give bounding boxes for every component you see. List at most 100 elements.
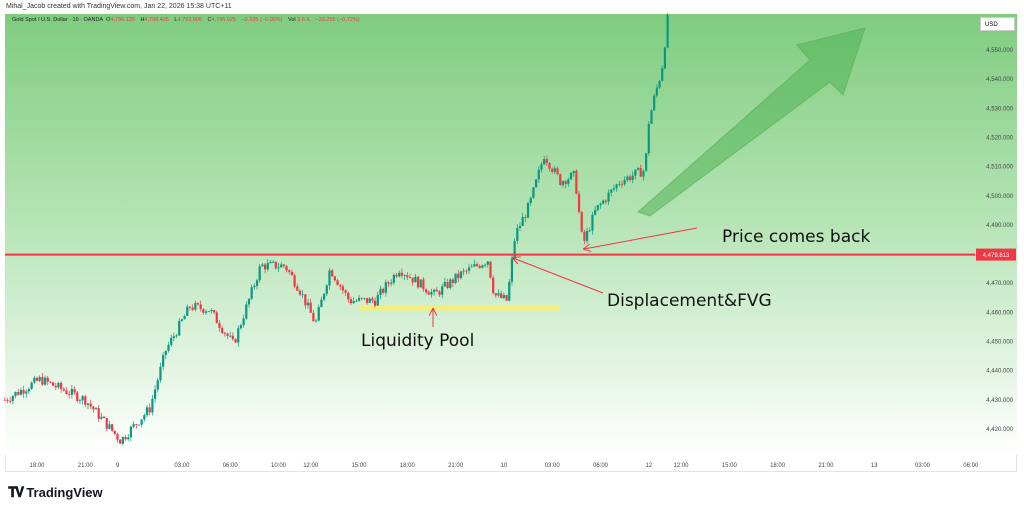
candle-down	[17, 392, 20, 395]
candle-down	[309, 302, 312, 313]
candle-up	[57, 383, 60, 388]
tradingview-logo[interactable]: 𝐓𝐕 TradingView	[8, 484, 103, 501]
candle-up	[25, 391, 28, 394]
candle-down	[620, 183, 624, 185]
candle-down	[199, 304, 202, 309]
candle-up	[317, 307, 320, 321]
candle-up	[272, 261, 275, 263]
candle-down	[411, 277, 414, 283]
candle-down	[296, 286, 299, 291]
candle-up	[239, 325, 243, 329]
candle-down	[580, 211, 583, 232]
candle-down	[583, 231, 586, 241]
candle-down	[500, 293, 503, 299]
x-tick-label: 06:00	[593, 463, 609, 469]
candle-up	[610, 189, 613, 193]
candle-up	[508, 281, 511, 301]
candle-down	[116, 433, 119, 440]
candle-down	[105, 418, 108, 429]
candle-up	[462, 270, 465, 272]
candle-up	[486, 261, 489, 265]
currency-button[interactable]: USD	[980, 17, 1015, 31]
candle-down	[575, 170, 578, 194]
candle-down	[226, 333, 229, 336]
candle-up	[170, 337, 173, 345]
candle-down	[285, 266, 288, 271]
candle-up	[70, 388, 73, 395]
candle-up	[497, 293, 500, 296]
candle-down	[336, 280, 339, 286]
candle-down	[564, 181, 567, 185]
candle-up	[255, 280, 259, 286]
x-tick-label: 13	[871, 463, 878, 469]
candle-up	[398, 272, 401, 277]
candle-down	[333, 276, 336, 281]
candle-up	[210, 310, 213, 312]
candle-up	[325, 285, 328, 294]
candle-up	[502, 295, 505, 299]
candle-up	[612, 188, 616, 190]
candle-up	[467, 267, 471, 271]
low-value: 4,793.905	[177, 17, 202, 23]
candle-up	[596, 205, 599, 210]
candle-up	[363, 298, 366, 299]
candle-up	[585, 230, 589, 241]
x-tick-label: 21:00	[78, 463, 94, 469]
candle-up	[153, 389, 157, 399]
candle-down	[559, 174, 562, 186]
candle-down	[111, 424, 114, 431]
candle-down	[65, 390, 68, 394]
candle-up	[433, 289, 436, 292]
candle-down	[135, 424, 138, 425]
y-tick-label: 4,530.000	[986, 106, 1013, 112]
candle-down	[46, 377, 49, 382]
candle-up	[323, 293, 326, 300]
candle-down	[304, 294, 307, 306]
candle-up	[86, 403, 90, 405]
volume-label: Vol	[287, 17, 296, 23]
y-tick-label: 4,550.000	[986, 48, 1013, 54]
x-tick-label: 18:00	[770, 463, 786, 469]
candle-down	[505, 295, 508, 301]
candle-down	[124, 436, 127, 440]
candle-down	[551, 168, 554, 172]
candle-up	[314, 320, 318, 322]
candle-up	[261, 264, 264, 267]
trend-arrow	[637, 27, 866, 217]
candle-down	[263, 264, 267, 270]
candle-down	[408, 277, 412, 279]
candle-up	[650, 110, 653, 124]
candle-down	[577, 193, 581, 212]
candle-down	[387, 282, 390, 284]
candle-up	[277, 267, 280, 269]
candle-up	[561, 181, 565, 186]
candle-up	[537, 169, 540, 180]
candle-down	[374, 300, 377, 306]
candle-down	[293, 275, 296, 287]
candle-up	[567, 179, 570, 185]
candle-up	[11, 396, 14, 402]
candle-up	[376, 295, 379, 306]
candle-down	[524, 217, 527, 218]
candle-down	[68, 393, 71, 395]
candle-down	[76, 392, 79, 402]
candle-down	[400, 272, 404, 276]
candle-up	[647, 123, 650, 154]
y-tick-label: 4,500.000	[986, 194, 1013, 200]
x-tick-label: 12:00	[303, 463, 319, 469]
candle-down	[119, 439, 122, 444]
candle-up	[14, 392, 17, 397]
candle-up	[543, 159, 546, 165]
candle-up	[642, 170, 645, 177]
candle-down	[395, 274, 398, 277]
x-tick-label: 10:00	[271, 463, 287, 469]
price-axis[interactable]	[975, 14, 1017, 455]
x-tick-label: 10	[501, 463, 508, 469]
candle-up	[661, 68, 664, 81]
x-tick-label: 06:00	[223, 463, 239, 469]
candle-down	[221, 328, 224, 333]
candle-up	[172, 336, 175, 338]
candle-down	[424, 289, 428, 293]
candle-down	[92, 406, 95, 410]
candle-down	[349, 299, 353, 304]
